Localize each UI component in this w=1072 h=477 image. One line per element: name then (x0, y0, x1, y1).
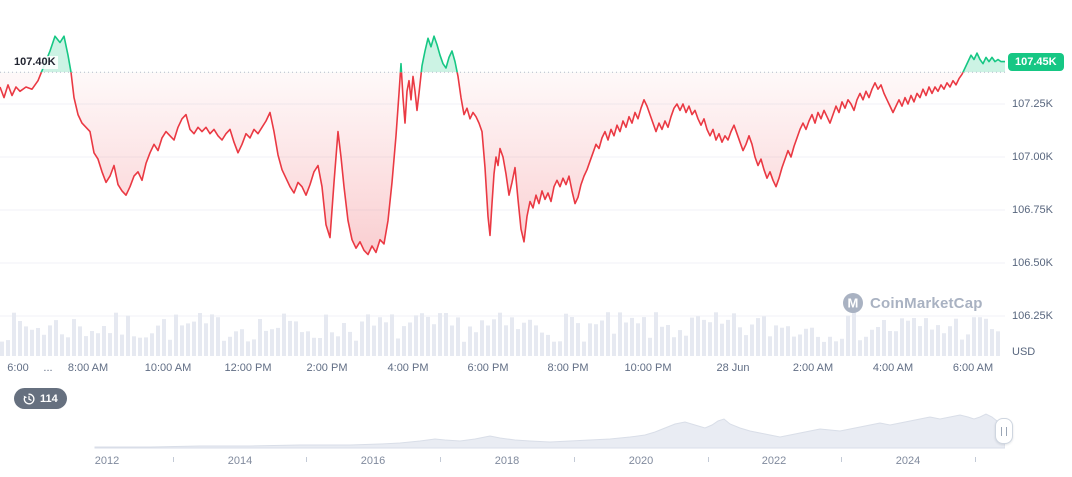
x-axis-label: 8:00 AM (67, 362, 109, 374)
navigator-minor-tick (975, 457, 976, 462)
x-axis-label: ... (43, 362, 53, 374)
navigator-minor-tick (708, 457, 709, 462)
navigator-minor-tick (574, 457, 575, 462)
x-axis-label: 6:00 PM (467, 362, 509, 374)
history-clock-icon (23, 393, 35, 404)
threshold-price-label: 107.40K (12, 56, 58, 70)
x-axis-label: 10:00 PM (624, 362, 672, 374)
history-badge[interactable]: 114 (14, 388, 67, 409)
grip-icon (1001, 426, 1007, 436)
navigator-year-axis: 2012 2014 2016 2018 2020 2022 2024 (0, 455, 1005, 471)
timeline-navigator[interactable]: 2012 2014 2016 2018 2020 2022 2024 (0, 406, 1072, 472)
x-axis-label: 10:00 AM (144, 362, 192, 374)
y-axis-label: 106.75K (1012, 204, 1053, 216)
coinmarketcap-watermark: M CoinMarketCap (842, 292, 983, 314)
navigator-year-label: 2014 (227, 455, 253, 467)
navigator-year-label: 2020 (628, 455, 654, 467)
y-axis-label: 107.00K (1012, 151, 1053, 163)
x-axis-label: 6:00 AM (952, 362, 994, 374)
x-axis-label: 4:00 PM (387, 362, 429, 374)
y-axis-unit-label: USD (1012, 346, 1036, 358)
x-axis-label: 4:00 AM (872, 362, 914, 374)
current-price-badge: 107.45K (1008, 52, 1064, 71)
navigator-handle[interactable] (995, 418, 1013, 444)
price-chart[interactable] (0, 0, 1005, 358)
navigator-year-label: 2012 (94, 455, 120, 467)
navigator-year-label: 2018 (494, 455, 520, 467)
navigator-minor-tick (173, 457, 174, 462)
navigator-minor-tick (306, 457, 307, 462)
x-axis-label: 2:00 AM (792, 362, 834, 374)
y-axis-label: 106.50K (1012, 257, 1053, 269)
watermark-text: CoinMarketCap (870, 294, 983, 312)
x-axis-label: 8:00 PM (547, 362, 589, 374)
x-axis-label: 2:00 PM (306, 362, 348, 374)
y-axis-label: 107.25K (1012, 98, 1053, 110)
y-axis-label: 106.25K (1012, 310, 1053, 322)
x-axis-label: 6:00 (7, 362, 29, 374)
navigator-year-label: 2024 (895, 455, 921, 467)
coinmarketcap-logo-icon: M (843, 293, 863, 313)
x-axis-label: 12:00 PM (224, 362, 272, 374)
history-count: 114 (40, 392, 58, 405)
navigator-year-label: 2016 (360, 455, 386, 467)
svg-text:M: M (847, 296, 858, 311)
x-axis: 6:00... 8:00 AM 10:00 AM 12:00 PM 2:00 PM 4:0… (0, 362, 1005, 382)
navigator-area-chart[interactable] (0, 408, 1005, 450)
navigator-year-label: 2022 (761, 455, 787, 467)
navigator-minor-tick (440, 457, 441, 462)
navigator-minor-tick (841, 457, 842, 462)
x-axis-label: 28 Jun (716, 362, 750, 374)
